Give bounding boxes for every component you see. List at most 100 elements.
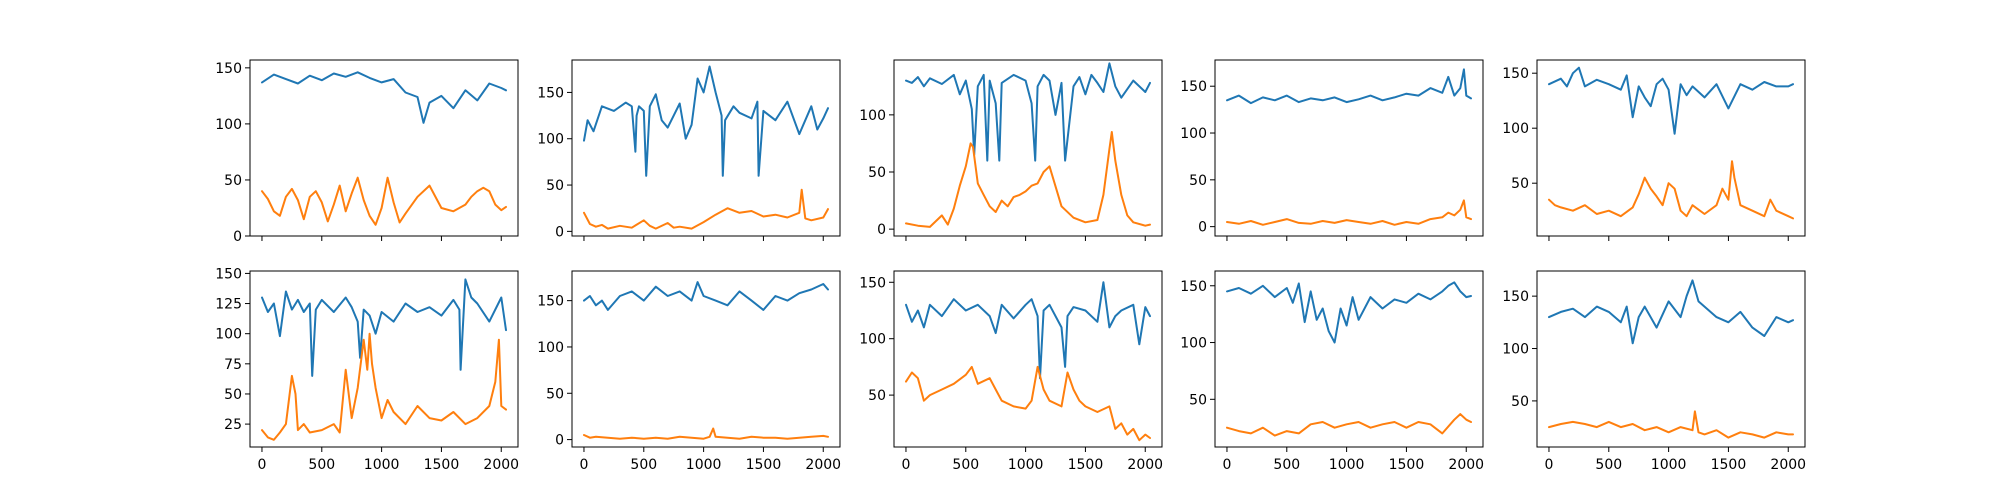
- y-tick-label: 100: [537, 132, 564, 148]
- x-tick-label: 0: [1223, 457, 1232, 473]
- series-line-2: [905, 131, 1151, 228]
- y-tick-label: 150: [215, 266, 242, 282]
- x-tick-label: 500: [1595, 457, 1622, 473]
- axes-frame: [893, 270, 1163, 448]
- x-tick-label: 500: [1273, 457, 1300, 473]
- x-tick-label: 500: [952, 457, 979, 473]
- y-tick-label: 150: [859, 275, 886, 291]
- series-line-2: [261, 332, 507, 441]
- series-line-2: [261, 176, 507, 226]
- y-tick-label: 50: [1511, 394, 1529, 410]
- series-line-1: [583, 65, 829, 177]
- y-tick-label: 150: [215, 61, 242, 77]
- subplot-1-2: 0 50 100 150: [537, 59, 841, 241]
- y-tick-label: 100: [215, 117, 242, 133]
- y-tick-label: 50: [546, 386, 564, 402]
- y-tick-label: 100: [1502, 121, 1529, 137]
- y-tick-label: 50: [224, 173, 242, 189]
- y-tick-label: 0: [1198, 220, 1207, 236]
- y-tick-label: 150: [1180, 79, 1207, 95]
- series-line-1: [583, 281, 829, 311]
- series-line-1: [261, 71, 507, 124]
- x-tick-label: 0: [258, 457, 267, 473]
- series-line-1: [261, 278, 507, 377]
- x-tick-label: 0: [580, 457, 589, 473]
- subplot-1-5: 50 100 150: [1502, 59, 1806, 241]
- y-tick-label: 50: [224, 387, 242, 403]
- y-tick-label: 100: [1180, 126, 1207, 142]
- axes-frame: [1214, 59, 1484, 237]
- y-tick-label: 150: [1502, 289, 1529, 305]
- subplot-1-1: 0 50 100 150: [215, 59, 519, 245]
- y-tick-label: 0: [555, 224, 564, 240]
- subplot-1-3: 0 50 100: [859, 59, 1163, 241]
- y-tick-label: 50: [1511, 176, 1529, 192]
- y-tick-label: 25: [224, 417, 242, 433]
- axes-frame: [1214, 270, 1484, 448]
- axes-frame: [1536, 270, 1806, 448]
- y-tick-label: 100: [215, 327, 242, 343]
- x-tick-label: 1000: [1651, 457, 1687, 473]
- y-tick-label: 0: [233, 229, 242, 245]
- x-tick-label: 1500: [1711, 457, 1747, 473]
- y-tick-label: 125: [215, 297, 242, 313]
- x-tick-label: 1500: [424, 457, 460, 473]
- series-line-2: [1548, 410, 1794, 439]
- x-tick-label: 2000: [805, 457, 841, 473]
- axes-frame: [249, 59, 519, 237]
- x-tick-label: 1000: [1329, 457, 1365, 473]
- series-line-2: [1226, 413, 1472, 437]
- x-tick-label: 1500: [1389, 457, 1425, 473]
- y-tick-label: 100: [1502, 342, 1529, 358]
- axes-frame: [893, 59, 1163, 237]
- series-line-2: [583, 188, 829, 230]
- x-tick-label: 1000: [1008, 457, 1044, 473]
- series-line-2: [1548, 160, 1794, 220]
- x-tick-label: 2000: [1448, 457, 1484, 473]
- y-tick-label: 100: [859, 108, 886, 124]
- x-tick-label: 500: [308, 457, 335, 473]
- axes-frame: [571, 59, 841, 237]
- series-line-2: [905, 365, 1151, 442]
- x-tick-label: 2000: [483, 457, 519, 473]
- x-tick-label: 1000: [686, 457, 722, 473]
- axes-frame: [571, 270, 841, 448]
- y-tick-label: 50: [868, 165, 886, 181]
- x-tick-label: 2000: [1770, 457, 1806, 473]
- y-tick-label: 150: [1502, 66, 1529, 82]
- y-tick-label: 150: [537, 85, 564, 101]
- y-tick-label: 50: [1189, 173, 1207, 189]
- series-line-2: [583, 427, 829, 440]
- axes-frame: [249, 270, 519, 448]
- x-tick-label: 1500: [746, 457, 782, 473]
- x-tick-label: 0: [902, 457, 911, 473]
- x-tick-label: 1000: [364, 457, 400, 473]
- x-tick-label: 0: [1545, 457, 1554, 473]
- series-line-1: [1548, 66, 1794, 135]
- x-tick-label: 1500: [1068, 457, 1104, 473]
- subplot-1-4: 0 50 100 150: [1180, 59, 1484, 241]
- y-tick-label: 100: [537, 340, 564, 356]
- series-line-1: [1548, 279, 1794, 345]
- axes-frame: [1536, 59, 1806, 237]
- y-tick-label: 75: [224, 357, 242, 373]
- series-line-1: [1226, 281, 1472, 344]
- y-tick-label: 0: [555, 433, 564, 449]
- y-tick-label: 150: [537, 294, 564, 310]
- x-tick-label: 2000: [1127, 457, 1163, 473]
- series-line-1: [1226, 68, 1472, 105]
- y-tick-label: 0: [877, 222, 886, 238]
- series-line-1: [905, 281, 1151, 380]
- series-line-2: [1226, 199, 1472, 226]
- y-tick-label: 50: [1189, 392, 1207, 408]
- y-tick-label: 50: [546, 178, 564, 194]
- y-tick-label: 150: [1180, 279, 1207, 295]
- x-tick-label: 500: [630, 457, 657, 473]
- y-tick-label: 100: [1180, 336, 1207, 352]
